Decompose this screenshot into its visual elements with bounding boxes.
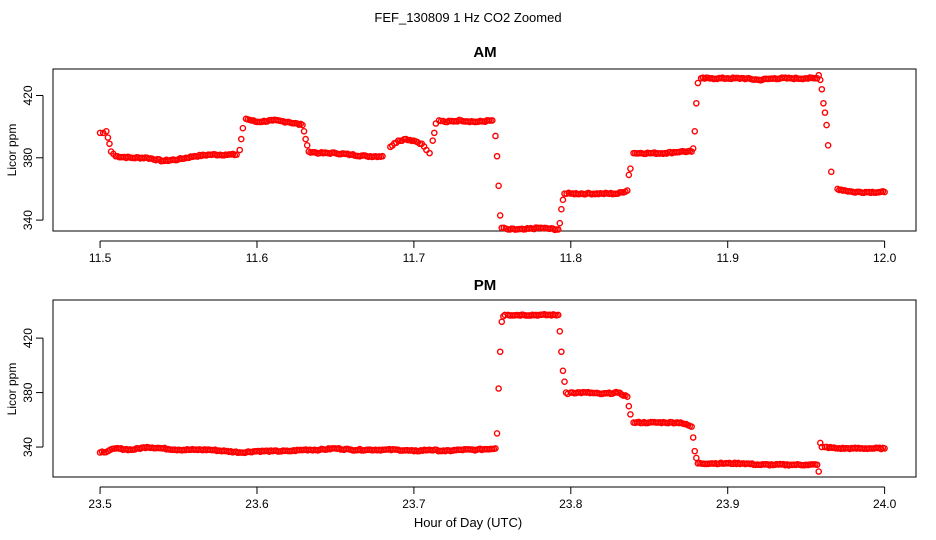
pm-data-point	[493, 430, 501, 437]
am-data-point	[493, 152, 501, 160]
am-data-point	[379, 152, 386, 160]
am-data-point	[106, 140, 113, 148]
figure-xlabel: Hour of Day (UTC)	[414, 515, 522, 530]
pm-y-axis-label: Licor ppm	[5, 363, 19, 416]
pm-x-axis: 23.5 23.6 23.7 23.8 23.9 24.0	[88, 486, 897, 511]
am-x-tick-label: 11.6	[246, 251, 269, 265]
pm-data-point	[554, 311, 562, 319]
pm-data-point	[495, 385, 502, 392]
pm-data-point	[881, 445, 888, 452]
am-data-point	[303, 142, 311, 149]
am-data-point	[816, 76, 824, 84]
am-data-point	[299, 121, 306, 129]
pm-data-point	[623, 393, 631, 400]
am-data-point	[426, 149, 433, 157]
pm-x-tick-label: 23.5	[88, 497, 112, 511]
am-data-point	[429, 137, 437, 144]
pm-data-point	[625, 402, 633, 410]
am-data-point	[559, 196, 567, 204]
am-x-tick-label: 11.5	[89, 251, 112, 265]
am-data-point	[881, 188, 888, 196]
am-x-axis: 11.5 11.6 11.7 11.8 11.9 12.0	[89, 240, 897, 265]
am-data-point	[492, 132, 499, 140]
pm-data-point	[556, 328, 564, 335]
pm-y-tick-label: 420	[21, 328, 35, 348]
am-x-tick-label: 11.9	[716, 251, 739, 265]
am-data-point	[99, 129, 107, 137]
am-data-point	[821, 109, 829, 116]
am-y-tick-label: 420	[21, 85, 35, 105]
am-data-point	[103, 128, 110, 135]
am-x-tick-label: 11.8	[560, 251, 583, 265]
pm-data-point	[559, 367, 567, 375]
pm-data-point	[813, 461, 821, 469]
pm-x-tick-label: 23.6	[245, 497, 269, 511]
pm-panel: PM Licor ppm 23.5 23.6 23.7 23.8 23.9 24.0 34…	[5, 277, 917, 511]
am-data-point	[96, 129, 104, 137]
am-data-point	[694, 79, 702, 87]
pm-y-tick-label: 340	[21, 437, 35, 457]
am-data-point	[496, 212, 504, 219]
am-data-point	[554, 226, 562, 233]
am-data-point	[625, 171, 633, 179]
am-y-axis: 340 380 420	[21, 85, 44, 230]
pm-data-point	[627, 411, 634, 418]
am-data-point	[104, 134, 112, 141]
am-data-point	[239, 124, 247, 132]
pm-data-point	[561, 378, 568, 385]
am-data-point	[818, 85, 826, 93]
am-y-tick-label: 340	[21, 210, 35, 230]
am-data-point	[432, 120, 440, 127]
pm-data-point	[815, 468, 823, 475]
pm-data-point	[496, 348, 504, 356]
am-data-point	[693, 99, 700, 107]
am-data-point	[827, 168, 835, 176]
am-y-tick-label: 380	[21, 147, 35, 167]
pm-x-tick-label: 23.8	[559, 497, 583, 511]
pm-data-point	[492, 445, 499, 452]
pm-y-axis: 340 380 420	[21, 328, 44, 457]
am-data-point	[300, 128, 308, 135]
am-data-point	[556, 219, 564, 227]
pm-data-point	[498, 318, 506, 326]
pm-data-point	[558, 348, 565, 356]
am-panel: AM Licor ppm 11.5 11.6 11.7 11.8 11.9 12.0 34…	[5, 44, 917, 265]
am-data-point	[495, 182, 502, 190]
am-panel-title: AM	[473, 44, 496, 61]
am-data-point	[627, 165, 634, 172]
am-data-point	[820, 99, 827, 107]
pm-x-tick-label: 24.0	[873, 497, 897, 511]
pm-x-tick-label: 23.9	[716, 497, 740, 511]
pm-data-point	[689, 434, 697, 441]
am-data-point	[236, 146, 244, 154]
am-y-axis-label: Licor ppm	[5, 124, 19, 177]
pm-x-tick-label: 23.7	[402, 497, 426, 511]
pm-data-point	[691, 447, 699, 455]
am-data-point	[623, 187, 631, 194]
am-data-point	[691, 128, 699, 135]
pm-plot-frame	[52, 299, 917, 478]
am-data-point	[558, 205, 565, 213]
am-data-point	[302, 135, 309, 143]
pm-data-points	[96, 311, 888, 475]
am-data-point	[237, 135, 245, 143]
am-data-points	[96, 71, 888, 234]
am-x-tick-label: 12.0	[873, 251, 897, 265]
am-data-point	[430, 129, 438, 137]
am-data-point	[489, 117, 496, 124]
figure-title: FEF_130809 1 Hz CO2 Zoomed	[374, 10, 561, 25]
am-data-point	[823, 121, 830, 129]
am-plot-frame	[52, 68, 917, 232]
pm-data-point	[693, 454, 700, 462]
pm-y-tick-label: 380	[21, 382, 35, 402]
am-data-point	[233, 151, 240, 158]
pm-data-point	[688, 423, 695, 430]
am-data-point	[824, 142, 832, 149]
am-x-tick-label: 11.7	[403, 251, 426, 265]
pm-panel-title: PM	[474, 277, 497, 294]
am-data-point	[689, 145, 697, 152]
